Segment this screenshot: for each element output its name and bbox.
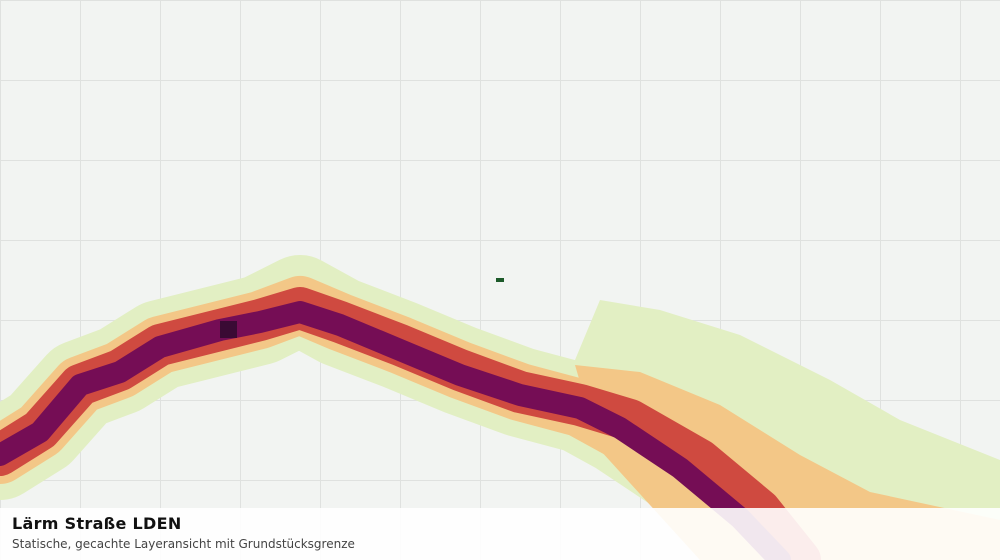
noise-zone-75 — [220, 321, 237, 338]
noise-zone-70 — [0, 301, 791, 560]
layer-subtitle: Statische, gecachte Layeransicht mit Gru… — [12, 537, 355, 551]
map-marker — [496, 278, 504, 282]
caption: Lärm Straße LDEN Statische, gecachte Lay… — [0, 508, 1000, 560]
layer-title: Lärm Straße LDEN — [12, 514, 182, 533]
